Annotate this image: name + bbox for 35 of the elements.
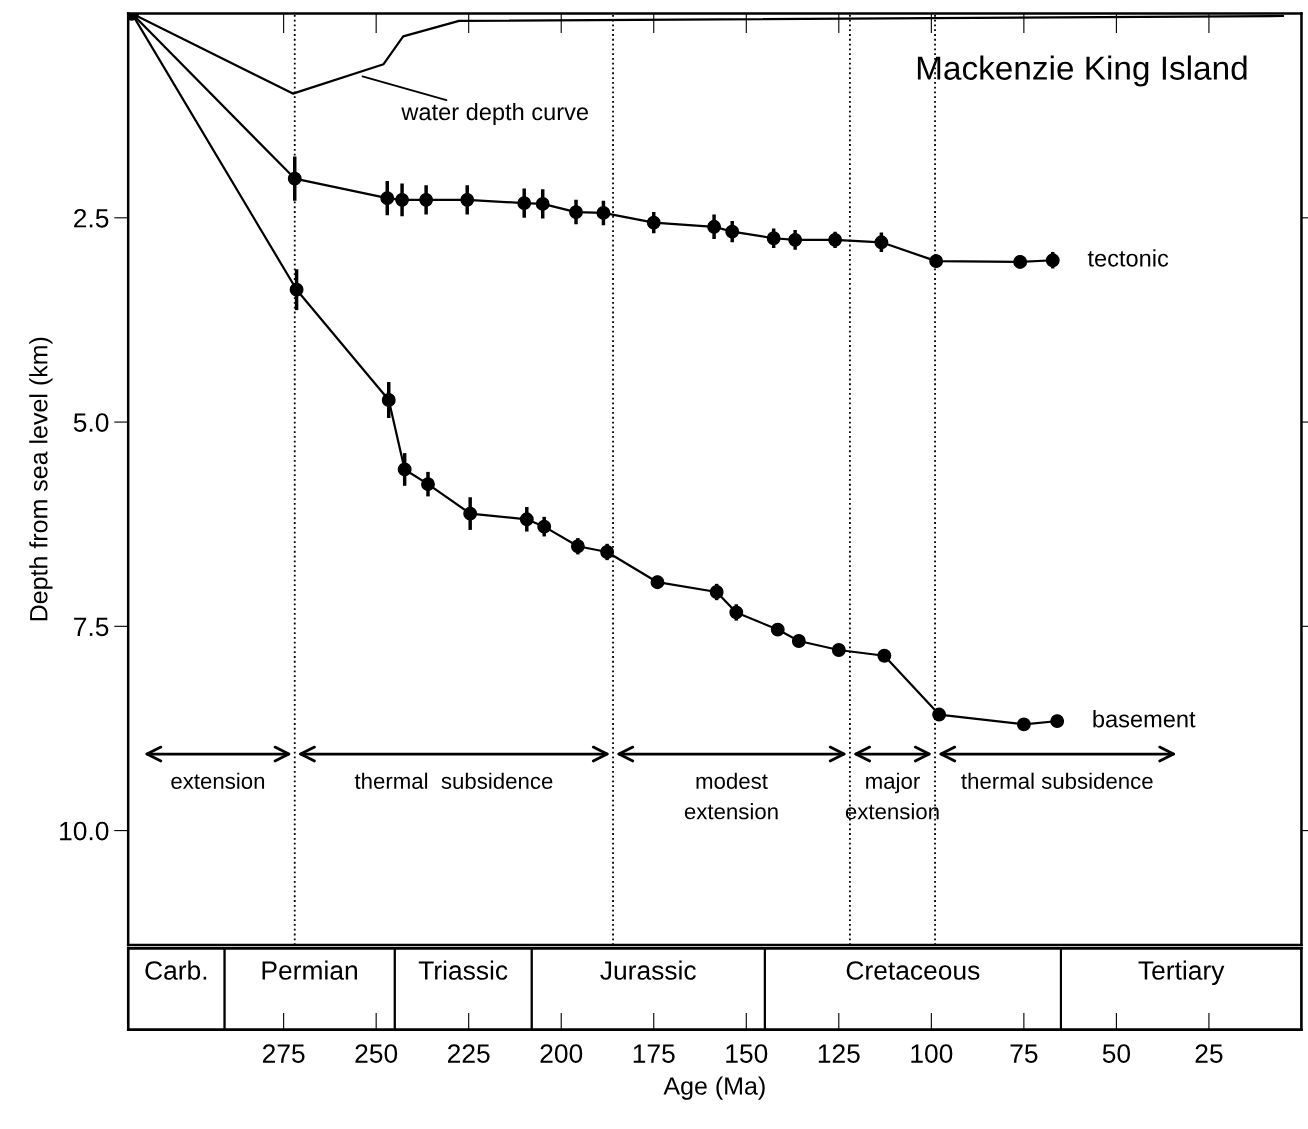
x-tick-label: 25 xyxy=(1195,1044,1223,1063)
y-tick-label: 10.0 xyxy=(60,821,109,841)
text: Mackenzie King Island xyxy=(917,55,1247,87)
x-tick-label: 50 xyxy=(1102,1044,1131,1063)
point xyxy=(1016,717,1031,732)
annotation: modest extension xyxy=(684,772,778,820)
x-axis-title: Age (Ma) xyxy=(663,1076,765,1100)
y-tick-label: 7.5 xyxy=(74,617,109,637)
series-label: Jurassic xyxy=(600,960,696,980)
x-tick-label: 175 xyxy=(633,1044,675,1063)
series-label: Cretaceous xyxy=(846,961,980,980)
series-label: Carb. xyxy=(145,960,207,980)
x-tick-label: 200 xyxy=(540,1044,583,1063)
y-tick-label: 5.0 xyxy=(73,413,109,432)
y-tick-label: 2.5 xyxy=(74,208,109,228)
series-label: tectonic xyxy=(1087,249,1169,267)
x-tick-label: 125 xyxy=(818,1044,860,1063)
x-tick-label: 275 xyxy=(262,1044,305,1063)
series-label: Permian xyxy=(262,960,357,980)
point xyxy=(932,707,947,722)
series-label: Triassic xyxy=(418,960,508,980)
annotation: water depth curve xyxy=(401,102,588,125)
annotation: thermal subsidence xyxy=(961,772,1153,789)
x-tick-label: 150 xyxy=(726,1044,768,1063)
point xyxy=(1050,714,1065,729)
annotation: thermal subsidence xyxy=(354,772,553,789)
annotation: major extension xyxy=(845,772,939,820)
annotation: extension xyxy=(171,772,265,789)
series-label: basement xyxy=(1093,710,1196,728)
x-tick-label: 75 xyxy=(1010,1044,1038,1063)
x-tick-label: 100 xyxy=(911,1044,953,1063)
y-axis-title: Depth from sea level (km) xyxy=(29,337,53,621)
x-tick-label: 225 xyxy=(448,1044,490,1063)
x-tick-label: 250 xyxy=(355,1044,398,1063)
series-label: Tertiary xyxy=(1138,960,1225,986)
